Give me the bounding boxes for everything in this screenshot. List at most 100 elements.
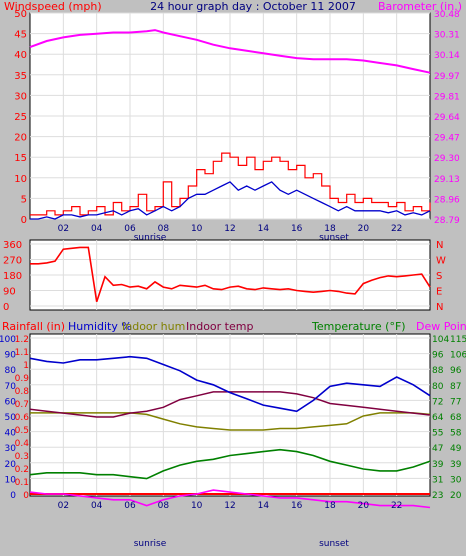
temperature-line — [29, 448, 431, 480]
x-tick-label: 06 — [124, 224, 136, 234]
rain-tick-label: 0.2 — [15, 465, 29, 475]
humidity-tick-label: 0 — [10, 491, 16, 501]
sunset-label-1: sunset — [319, 233, 349, 243]
x-tick-label: 04 — [91, 501, 103, 511]
sunset-label-3: sunset — [319, 539, 349, 549]
x-tick-label: 12 — [224, 501, 235, 511]
barometer-tick-label: 29.81 — [434, 92, 460, 102]
windspeed-tick-label: 25 — [14, 112, 27, 123]
x-tick-label: 06 — [124, 501, 136, 511]
humidity-tick-label: 10 — [5, 475, 17, 485]
humidity-label: Humidity % — [68, 320, 132, 333]
rain-tick-label: 0.7 — [15, 400, 29, 410]
windspeed-label: Windspeed (mph) — [4, 0, 102, 13]
sunrise-label-3: sunrise — [134, 539, 167, 549]
temperature-tick-label: 88 — [432, 366, 444, 376]
wind-avg-line — [30, 181, 431, 220]
humidity-tick-label: 60 — [5, 397, 17, 407]
temperature-tick-label: 80 — [432, 382, 444, 392]
x-tick-label: 12 — [224, 224, 235, 234]
rain-tick-label: 1.1 — [15, 348, 29, 358]
temperature-tick-label: 47 — [432, 444, 443, 454]
windspeed-tick-label: 0 — [21, 215, 27, 226]
x-tick-label: 20 — [358, 501, 370, 511]
chart-title: 24 hour graph day : October 11 2007 — [150, 0, 356, 13]
rain-tick-label: 0.9 — [15, 374, 30, 384]
direction-tick-label: 360 — [3, 240, 22, 251]
direction-tick-label: 270 — [3, 256, 22, 267]
dewpoint-tick-label: 30 — [450, 475, 462, 485]
windspeed-tick-label: 15 — [14, 153, 27, 164]
x-tick-label: 04 — [91, 224, 103, 234]
x-tick-label: 18 — [324, 224, 336, 234]
temperature-tick-label: 72 — [432, 397, 443, 407]
x-tick-label: 18 — [324, 501, 336, 511]
humidity-tick-label: 20 — [5, 460, 17, 470]
rain-tick-label: 1 — [23, 361, 29, 371]
barometer-tick-label: 30.48 — [434, 10, 460, 20]
temperature-tick-label: 23 — [432, 491, 443, 501]
rain-tick-label: 0.1 — [15, 478, 29, 488]
barometer-tick-label: 29.64 — [434, 113, 460, 123]
barometer-tick-label: 30.31 — [434, 31, 460, 41]
rain-tick-label: 0.8 — [15, 387, 30, 397]
indoor-humidity-line — [30, 412, 431, 431]
direction-compass-label: E — [436, 287, 442, 298]
dewpoint-tick-label: 20 — [450, 491, 462, 501]
barometer-tick-label: 29.47 — [434, 134, 460, 144]
barometer-tick-label: 29.13 — [434, 175, 460, 185]
barometer-tick-label: 30.14 — [434, 51, 460, 61]
x-tick-label: 16 — [291, 501, 303, 511]
barometer-tick-label: 28.79 — [434, 216, 460, 226]
temperature-tick-label: 96 — [432, 351, 444, 361]
humidity-tick-label: 50 — [5, 413, 17, 423]
dewpoint-tick-label: 106 — [450, 351, 466, 361]
humidity-tick-label: 90 — [5, 351, 17, 361]
x-tick-label: 14 — [258, 501, 270, 511]
x-tick-label: 22 — [391, 224, 402, 234]
rain-tick-label: 0.5 — [15, 426, 29, 436]
direction-tick-label: 180 — [3, 271, 22, 282]
rain-tick-label: 0.4 — [15, 439, 30, 449]
barometer-label: Barometer (in.) — [378, 0, 462, 13]
windspeed-tick-label: 45 — [14, 30, 27, 41]
windspeed-tick-label: 40 — [14, 50, 27, 61]
indoor-hum-label: Indoor hum — [122, 320, 185, 333]
temperature-tick-label: 55 — [432, 429, 443, 439]
temperature-tick-label: 64 — [432, 413, 444, 423]
humidity-tick-label: 100 — [0, 335, 16, 345]
wind-direction-line — [30, 246, 431, 302]
x-tick-label: 08 — [158, 224, 170, 234]
barometer-line — [29, 29, 431, 74]
barometer-tick-label: 28.96 — [434, 195, 460, 205]
windspeed-tick-label: 50 — [14, 9, 27, 20]
barometer-tick-label: 29.30 — [434, 154, 460, 164]
dewpoint-line — [29, 489, 431, 509]
humidity-tick-label: 40 — [5, 429, 17, 439]
rain-tick-label: 0.6 — [15, 413, 30, 423]
rainfall-label: Rainfall (in) — [2, 320, 65, 333]
dewpoint-tick-label: 39 — [450, 460, 462, 470]
dewpoint-tick-label: 77 — [450, 397, 461, 407]
indoor-temp-label: Indoor temp — [186, 320, 253, 333]
temperature-tick-label: 39 — [432, 460, 444, 470]
temperature-tick-label: 31 — [432, 475, 443, 485]
direction-tick-label: 90 — [3, 287, 16, 298]
temperature-label: Temperature (°F) — [311, 320, 406, 333]
temperature-tick-label: 104 — [432, 335, 449, 345]
x-tick-label: 20 — [358, 224, 370, 234]
rain-tick-label: 1.2 — [15, 335, 29, 345]
rain-tick-label: 0.3 — [15, 452, 29, 462]
sunrise-label-1: sunrise — [134, 233, 167, 243]
humidity-line — [29, 355, 431, 413]
dewpoint-tick-label: 115 — [450, 335, 466, 345]
rain-tick-label: 0 — [23, 491, 29, 501]
humidity-tick-label: 80 — [5, 366, 17, 376]
x-tick-label: 10 — [191, 501, 203, 511]
direction-compass-label: W — [436, 256, 446, 267]
windspeed-tick-label: 5 — [21, 194, 27, 205]
dewpoint-tick-label: 96 — [450, 366, 462, 376]
dewpoint-label: Dew Point — [416, 320, 466, 333]
x-tick-label: 10 — [191, 224, 203, 234]
direction-tick-label: 0 — [3, 302, 9, 313]
